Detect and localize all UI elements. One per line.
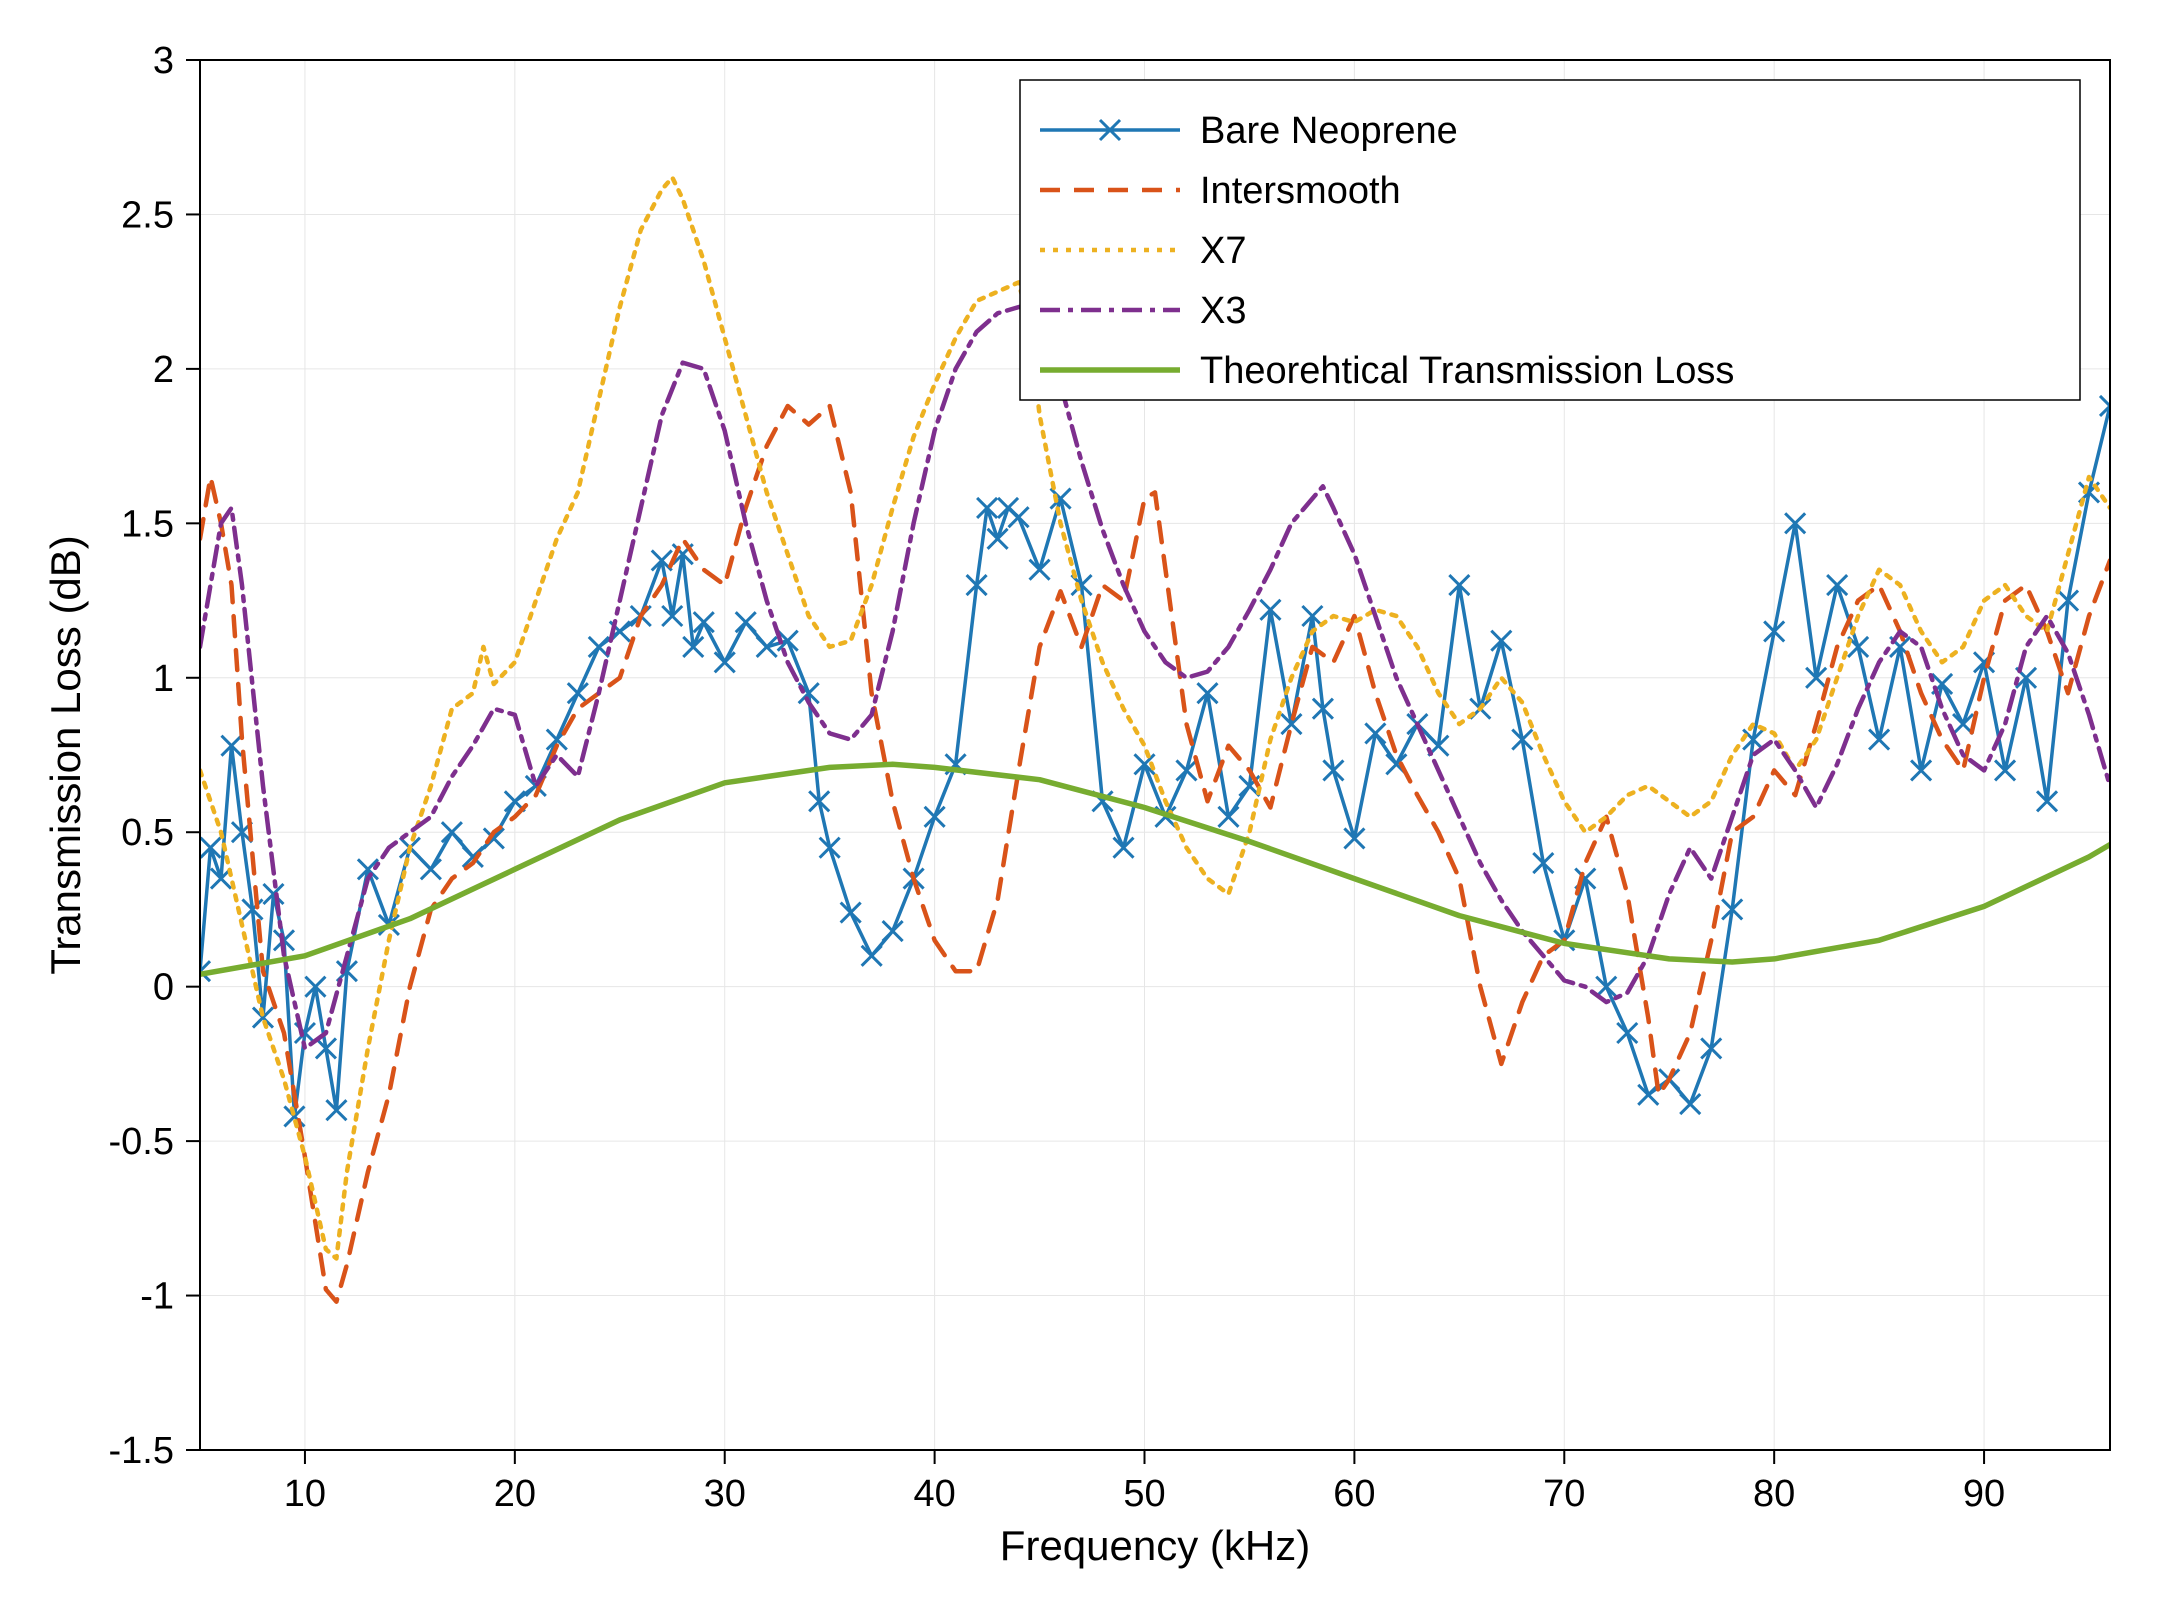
svg-text:-1.5: -1.5 <box>109 1430 174 1472</box>
svg-text:0.5: 0.5 <box>121 812 174 854</box>
svg-text:50: 50 <box>1123 1473 1165 1515</box>
svg-text:40: 40 <box>913 1473 955 1515</box>
svg-text:80: 80 <box>1753 1473 1795 1515</box>
svg-text:-0.5: -0.5 <box>109 1121 174 1163</box>
svg-text:2.5: 2.5 <box>121 194 174 236</box>
svg-text:2: 2 <box>153 349 174 391</box>
svg-text:90: 90 <box>1963 1473 2005 1515</box>
svg-text:-1: -1 <box>140 1276 174 1318</box>
svg-text:10: 10 <box>284 1473 326 1515</box>
svg-text:60: 60 <box>1333 1473 1375 1515</box>
svg-text:20: 20 <box>494 1473 536 1515</box>
svg-text:0: 0 <box>153 967 174 1009</box>
chart-container: 10 20 30 40 50 60 70 80 90 -1.5 -1 -0.5 0 0.5 1 1.5 2 2.5… <box>0 0 2176 1621</box>
svg-text:Theorehtical Transmission Loss: Theorehtical Transmission Loss <box>1200 350 1734 392</box>
svg-text:X3: X3 <box>1200 290 1246 332</box>
svg-text:Intersmooth: Intersmooth <box>1200 170 1401 212</box>
svg-text:70: 70 <box>1543 1473 1585 1515</box>
svg-text:Bare Neoprene: Bare Neoprene <box>1200 110 1458 152</box>
svg-text:30: 30 <box>704 1473 746 1515</box>
svg-text:Frequency (kHz): Frequency (kHz) <box>1000 1522 1310 1569</box>
transmission-loss-chart: 10 20 30 40 50 60 70 80 90 -1.5 -1 -0.5 0 0.5 1 1.5 2 2.5… <box>0 0 2176 1621</box>
svg-text:X7: X7 <box>1200 230 1246 272</box>
svg-text:1: 1 <box>153 658 174 700</box>
svg-text:Transmission Loss (dB): Transmission Loss (dB) <box>42 535 89 975</box>
svg-text:3: 3 <box>153 40 174 82</box>
svg-text:1.5: 1.5 <box>121 503 174 545</box>
